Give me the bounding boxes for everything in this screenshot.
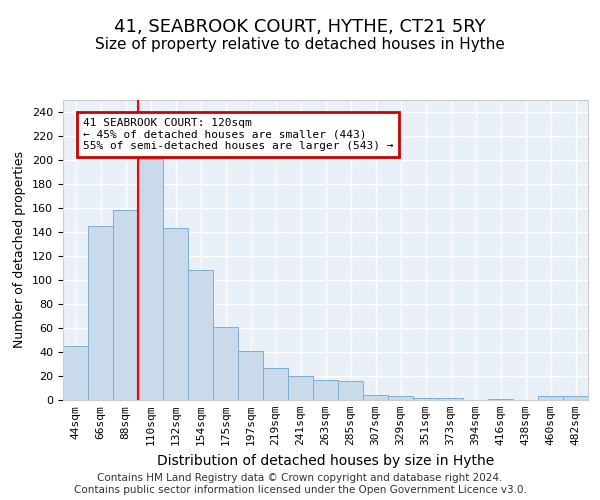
Bar: [388, 396, 413, 400]
Bar: [338, 381, 363, 400]
Bar: [63, 346, 88, 400]
Bar: [563, 396, 588, 400]
Text: Size of property relative to detached houses in Hythe: Size of property relative to detached ho…: [95, 38, 505, 52]
Bar: [438, 398, 463, 400]
Bar: [163, 228, 188, 400]
Bar: [88, 226, 113, 400]
Bar: [288, 376, 313, 400]
Text: Contains HM Land Registry data © Crown copyright and database right 2024.
Contai: Contains HM Land Registry data © Crown c…: [74, 474, 526, 495]
Bar: [363, 395, 388, 400]
Bar: [138, 159, 163, 400]
Bar: [188, 270, 213, 400]
Bar: [488, 399, 513, 400]
Bar: [213, 327, 238, 400]
Bar: [113, 210, 138, 400]
Bar: [263, 368, 288, 400]
Text: 41 SEABROOK COURT: 120sqm
← 45% of detached houses are smaller (443)
55% of semi: 41 SEABROOK COURT: 120sqm ← 45% of detac…: [83, 118, 394, 151]
Bar: [538, 396, 563, 400]
Y-axis label: Number of detached properties: Number of detached properties: [13, 152, 26, 348]
Bar: [413, 398, 438, 400]
Bar: [238, 351, 263, 400]
Bar: [313, 380, 338, 400]
X-axis label: Distribution of detached houses by size in Hythe: Distribution of detached houses by size …: [157, 454, 494, 468]
Text: 41, SEABROOK COURT, HYTHE, CT21 5RY: 41, SEABROOK COURT, HYTHE, CT21 5RY: [114, 18, 486, 36]
